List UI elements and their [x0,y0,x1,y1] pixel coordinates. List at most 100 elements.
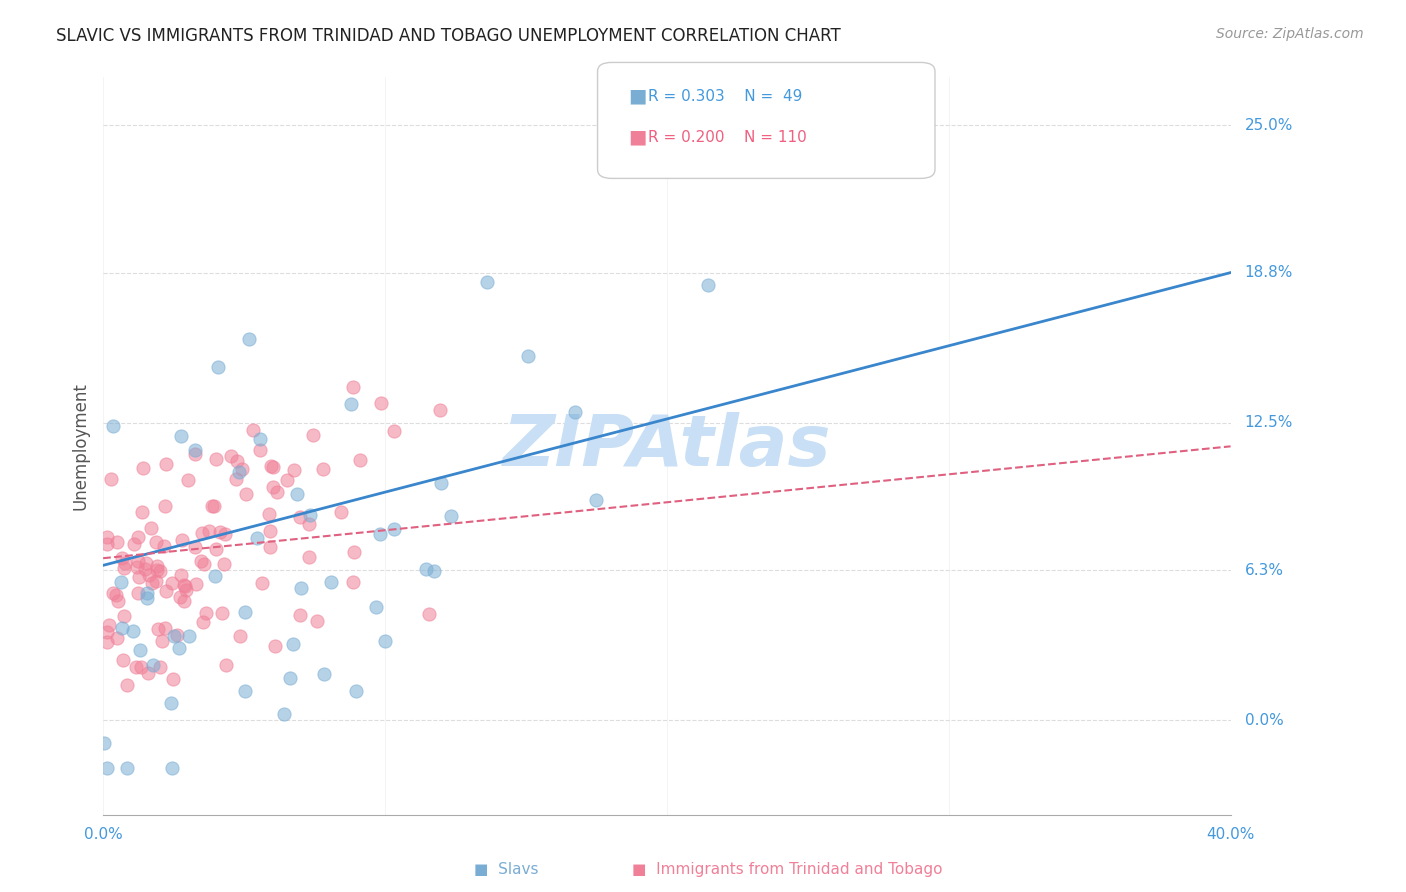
Slavs [517,349,540,363]
Immigrants from Trinidad and Tobago [153,622,176,636]
Slavs [170,429,193,443]
Immigrants from Trinidad and Tobago [136,665,159,680]
Immigrants from Trinidad and Tobago [212,557,235,571]
Text: 0.0%: 0.0% [1244,713,1284,728]
Immigrants from Trinidad and Tobago [193,557,215,571]
Immigrants from Trinidad and Tobago [155,499,177,513]
Immigrants from Trinidad and Tobago [134,562,156,576]
Slavs [440,509,463,524]
Immigrants from Trinidad and Tobago [298,549,321,564]
Immigrants from Trinidad and Tobago [259,540,281,554]
Slavs [564,404,586,418]
Immigrants from Trinidad and Tobago [174,583,197,598]
Text: ZIPAtlas: ZIPAtlas [502,412,831,481]
Immigrants from Trinidad and Tobago [100,472,122,486]
Immigrants from Trinidad and Tobago [162,576,184,591]
Immigrants from Trinidad and Tobago [145,574,167,589]
Slavs [415,562,437,576]
Immigrants from Trinidad and Tobago [204,451,226,466]
Text: SLAVIC VS IMMIGRANTS FROM TRINIDAD AND TOBAGO UNEMPLOYMENT CORRELATION CHART: SLAVIC VS IMMIGRANTS FROM TRINIDAD AND T… [56,27,841,45]
Slavs [110,574,132,589]
Immigrants from Trinidad and Tobago [145,534,167,549]
Immigrants from Trinidad and Tobago [226,453,249,467]
Immigrants from Trinidad and Tobago [125,559,148,574]
Immigrants from Trinidad and Tobago [266,485,288,500]
Immigrants from Trinidad and Tobago [342,380,364,394]
Slavs [344,684,367,698]
Slavs [160,696,183,710]
Text: Source: ZipAtlas.com: Source: ZipAtlas.com [1216,27,1364,41]
Immigrants from Trinidad and Tobago [141,576,163,591]
Slavs [233,684,256,698]
Slavs [93,736,115,750]
Slavs [370,527,392,541]
Immigrants from Trinidad and Tobago [114,556,136,570]
Slavs [249,432,271,446]
Text: 25.0%: 25.0% [1244,118,1294,133]
Text: ■: ■ [628,87,647,106]
Immigrants from Trinidad and Tobago [288,510,311,524]
Immigrants from Trinidad and Tobago [170,568,193,582]
Slavs [135,585,157,599]
Slavs [128,643,150,657]
Slavs [163,629,186,643]
Immigrants from Trinidad and Tobago [152,539,174,553]
Slavs [142,658,165,673]
Immigrants from Trinidad and Tobago [138,568,160,582]
Slavs [246,531,269,545]
Immigrants from Trinidad and Tobago [349,453,371,467]
Immigrants from Trinidad and Tobago [104,588,127,602]
Immigrants from Trinidad and Tobago [129,660,152,674]
Immigrants from Trinidad and Tobago [127,586,149,600]
Immigrants from Trinidad and Tobago [229,629,252,643]
Immigrants from Trinidad and Tobago [184,577,207,591]
Immigrants from Trinidad and Tobago [191,615,214,630]
Immigrants from Trinidad and Tobago [112,561,135,575]
Slavs [162,761,184,775]
Immigrants from Trinidad and Tobago [249,442,271,457]
Immigrants from Trinidad and Tobago [260,458,283,473]
Immigrants from Trinidad and Tobago [96,530,118,544]
Immigrants from Trinidad and Tobago [312,461,335,475]
Immigrants from Trinidad and Tobago [125,660,148,674]
Immigrants from Trinidad and Tobago [173,578,195,592]
Immigrants from Trinidad and Tobago [112,609,135,624]
Immigrants from Trinidad and Tobago [190,526,212,541]
Immigrants from Trinidad and Tobago [197,524,219,538]
Immigrants from Trinidad and Tobago [257,508,280,522]
Slavs [177,629,200,643]
Immigrants from Trinidad and Tobago [96,635,118,649]
Immigrants from Trinidad and Tobago [418,607,440,621]
Immigrants from Trinidad and Tobago [150,634,173,648]
Immigrants from Trinidad and Tobago [146,559,169,574]
Text: 12.5%: 12.5% [1244,415,1294,430]
Slavs [207,360,229,375]
Immigrants from Trinidad and Tobago [107,594,129,608]
Immigrants from Trinidad and Tobago [169,591,191,605]
Immigrants from Trinidad and Tobago [128,569,150,583]
Immigrants from Trinidad and Tobago [429,402,451,417]
Immigrants from Trinidad and Tobago [250,575,273,590]
Immigrants from Trinidad and Tobago [225,472,247,486]
Text: 18.8%: 18.8% [1244,265,1294,280]
Text: ■  Slavs: ■ Slavs [474,863,538,877]
Slavs [585,493,607,508]
Immigrants from Trinidad and Tobago [117,678,139,692]
Slavs [429,476,451,491]
Slavs [321,575,343,590]
Slavs [228,465,250,479]
Immigrants from Trinidad and Tobago [105,631,128,645]
Immigrants from Trinidad and Tobago [166,628,188,642]
Y-axis label: Unemployment: Unemployment [72,383,89,510]
Immigrants from Trinidad and Tobago [342,545,364,559]
Immigrants from Trinidad and Tobago [146,622,169,636]
Slavs [96,761,118,775]
Slavs [374,634,396,648]
Immigrants from Trinidad and Tobago [139,521,162,535]
Slavs [475,275,498,289]
Slavs [285,487,308,501]
Immigrants from Trinidad and Tobago [111,551,134,566]
Immigrants from Trinidad and Tobago [235,487,257,501]
Slavs [184,442,207,457]
Immigrants from Trinidad and Tobago [127,530,149,544]
